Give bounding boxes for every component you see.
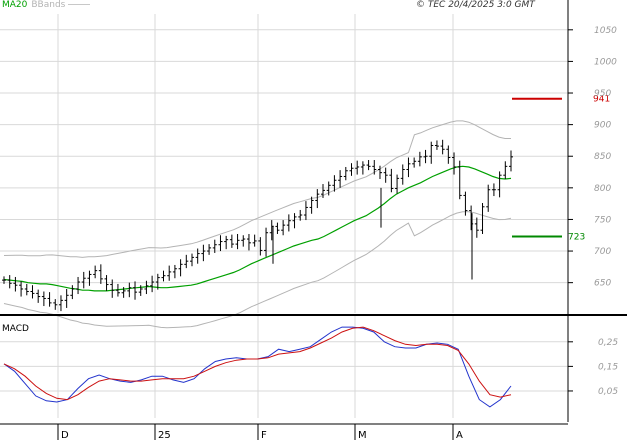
y-tick-label: 1050 (594, 26, 617, 36)
legend-ma20: MA20 (2, 0, 28, 10)
y-tick-label: 1000 (594, 57, 617, 67)
x-tick-label: D (61, 430, 69, 440)
macd-axis: 0,25 0,15 0,05 (568, 338, 618, 397)
x-tick-label: M (358, 430, 367, 440)
price-levels: 941 723 (512, 95, 610, 243)
x-tick-label: F (261, 430, 267, 440)
y-tick-label: 850 (594, 152, 611, 162)
x-tick-label: 25 (158, 430, 171, 440)
x-tick-label: A (456, 430, 463, 440)
signal-line (3, 326, 512, 401)
y-tick-label: 0,05 (598, 387, 618, 397)
legend-bbands: BBands (31, 0, 66, 10)
ma20-path (3, 165, 512, 292)
chart-frames (0, 0, 627, 425)
legend-bbands-swatch (68, 4, 91, 5)
price-bars (2, 139, 513, 312)
support-label: 723 (568, 233, 585, 243)
date-axis: D 25 F M A (57, 424, 463, 440)
y-tick-label: 700 (594, 247, 611, 257)
bband-lower (3, 211, 512, 329)
y-tick-label: 900 (594, 121, 611, 131)
y-tick-label: 800 (594, 184, 611, 194)
chart-legend: MA20 BBands (2, 0, 91, 10)
y-tick-label: 750 (594, 215, 611, 225)
copyright-notice: © TEC 20/4/2025 3:0 GMT (416, 0, 535, 10)
grid-lines (0, 14, 568, 418)
y-tick-label: 650 (594, 279, 611, 289)
y-tick-label: 0,25 (598, 338, 618, 348)
macd-panel (3, 326, 512, 408)
ma20-line (3, 165, 512, 292)
y-tick-label: 950 (594, 89, 611, 99)
bollinger-bands (3, 120, 512, 329)
bband-upper (3, 120, 511, 258)
y-tick-label: 0,15 (598, 362, 618, 372)
macd-title: MACD (2, 324, 29, 334)
resistance-label: 941 (593, 95, 610, 105)
price-axis: 650 700 750 800 850 900 950 1000 1050 (568, 26, 617, 289)
